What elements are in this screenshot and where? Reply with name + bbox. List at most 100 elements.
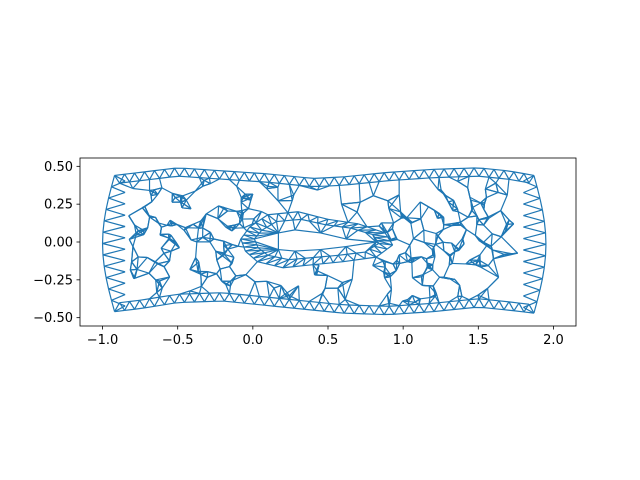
mesh-edge	[159, 296, 165, 306]
mesh-edge	[134, 269, 138, 279]
mesh-edge	[384, 276, 391, 279]
mesh-edge	[217, 205, 220, 219]
mesh-edge	[158, 169, 166, 179]
mesh-edge	[124, 301, 131, 311]
mesh-edge	[154, 304, 165, 307]
mesh-edge	[164, 167, 175, 171]
mesh-edge	[223, 248, 229, 254]
mesh-edge	[438, 213, 443, 218]
mesh-edge	[275, 213, 279, 222]
mesh-edge	[102, 220, 105, 233]
mesh-edge	[449, 251, 456, 256]
mesh-edge	[321, 255, 330, 258]
mesh-edge	[189, 285, 202, 292]
mesh-edge	[339, 303, 350, 306]
mesh-edge	[314, 177, 325, 179]
mesh-edge	[443, 276, 455, 281]
mesh-edge	[400, 211, 404, 218]
mesh-edge	[523, 301, 538, 308]
mesh-edge	[274, 305, 285, 308]
mesh-edge	[378, 305, 385, 315]
mesh-edge	[484, 188, 488, 198]
mesh-edge	[513, 171, 520, 182]
mesh-edge	[539, 278, 544, 291]
mesh-edge	[240, 215, 243, 220]
mesh-edge	[257, 254, 269, 263]
mesh-edge	[443, 168, 450, 178]
mesh-edge	[288, 299, 295, 309]
mesh-edge	[488, 176, 500, 179]
mesh-edge	[341, 282, 346, 300]
mesh-edge	[342, 259, 355, 263]
mesh-edge	[163, 266, 171, 278]
mesh-edge	[219, 292, 230, 294]
mesh-edge	[303, 301, 310, 310]
mesh-edge	[317, 218, 329, 224]
mesh-edge	[389, 276, 393, 290]
mesh-edge	[255, 241, 279, 251]
mesh-edge	[523, 295, 538, 303]
mesh-edge	[513, 310, 525, 313]
mesh-edge	[243, 230, 248, 236]
mesh-edge	[248, 208, 262, 213]
mesh-edge	[192, 220, 202, 225]
mesh-edge	[129, 269, 136, 279]
mesh-edge	[197, 271, 202, 275]
mesh-edge	[266, 223, 272, 228]
mesh-edge	[435, 243, 445, 252]
mesh-edge	[353, 305, 360, 314]
mesh-edge	[483, 233, 493, 243]
mesh-edge	[294, 250, 306, 259]
mesh-edge	[287, 200, 293, 213]
mesh-edge	[223, 240, 233, 246]
mesh-edge	[278, 248, 295, 252]
mesh-edge	[375, 252, 382, 258]
mesh-edge	[384, 171, 395, 174]
mesh-edge	[493, 168, 505, 172]
mesh-edge	[488, 176, 497, 184]
mesh-edge	[523, 226, 546, 234]
mesh-edge	[398, 194, 402, 213]
mesh-edge	[114, 175, 121, 184]
y-tick-label: 0.00	[44, 236, 73, 251]
mesh-edge	[484, 177, 490, 190]
mesh-edge	[246, 226, 251, 232]
mesh-edge	[253, 252, 265, 259]
mesh-edge	[228, 285, 232, 294]
mesh-edge	[418, 303, 425, 313]
mesh-edge	[313, 249, 321, 258]
mesh-edge	[111, 294, 126, 301]
mesh-edge	[457, 211, 462, 223]
mesh-edge	[372, 264, 386, 268]
mesh-edge	[419, 201, 435, 211]
mesh-edge	[200, 271, 208, 275]
mesh-edge	[227, 248, 235, 258]
mesh-edge	[169, 175, 180, 178]
mesh-edge	[342, 278, 353, 284]
mesh-edge	[157, 260, 170, 265]
mesh-edge	[151, 194, 159, 203]
mesh-edge	[372, 256, 377, 266]
mesh-edge	[161, 247, 172, 252]
mesh-edge	[523, 266, 545, 274]
mesh-edge	[234, 223, 240, 226]
mesh-edge	[343, 176, 350, 185]
mesh-edge	[144, 305, 155, 309]
mesh-edge	[492, 233, 502, 238]
mesh-edge	[244, 302, 255, 305]
mesh-edge	[443, 241, 452, 244]
mesh-edge	[228, 293, 235, 303]
mesh-edge	[420, 218, 425, 231]
mesh-edge	[243, 246, 246, 252]
mesh-edge	[274, 265, 284, 269]
mesh-edge	[373, 245, 383, 254]
mesh-edge	[302, 257, 314, 267]
mesh-edge	[344, 279, 353, 300]
mesh-edge	[483, 168, 490, 178]
mesh-edge	[206, 213, 219, 220]
mesh-edge	[428, 177, 439, 190]
mesh-edge	[497, 191, 508, 196]
mesh-edge	[294, 175, 305, 179]
mesh-edge	[216, 255, 223, 261]
